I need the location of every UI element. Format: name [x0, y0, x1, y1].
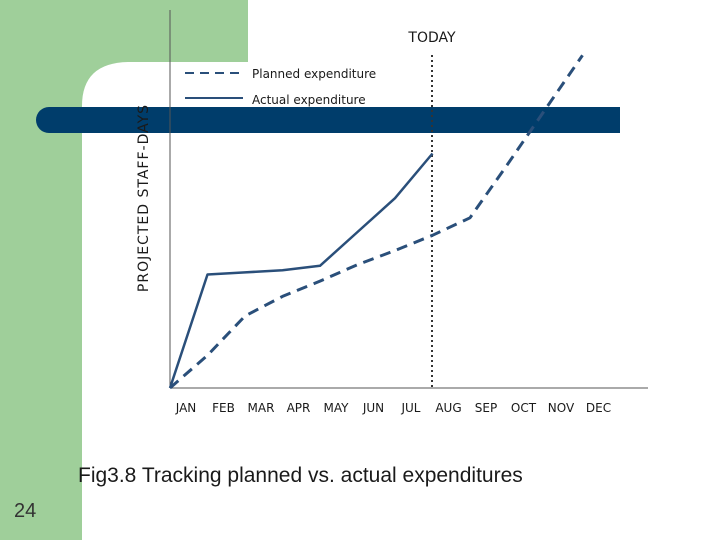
series-line-planned-expenditure	[169, 54, 584, 390]
x-tick-label-jan: JAN	[175, 401, 197, 415]
page-number: 24	[14, 500, 37, 522]
y-axis-label: PROJECTED STAFF-DAYS	[136, 104, 152, 292]
figure-caption: Fig3.8 Tracking planned vs. actual expen…	[78, 464, 523, 487]
x-tick-label-aug: AUG	[435, 401, 461, 415]
x-tick-label-nov: NOV	[548, 401, 575, 415]
green-side-panel	[0, 62, 248, 540]
x-tick-label-feb: FEB	[212, 401, 235, 415]
legend-planned-label: Planned expenditure	[252, 67, 376, 81]
today-label: TODAY	[407, 30, 456, 46]
navy-band-right	[600, 107, 620, 133]
x-tick-label-apr: APR	[287, 401, 311, 415]
x-tick-label-oct: OCT	[511, 401, 537, 415]
legend-actual-label: Actual expenditure	[252, 93, 366, 107]
x-tick-label-dec: DEC	[586, 401, 611, 415]
x-tick-label-sep: SEP	[475, 401, 497, 415]
series-line-actual-expenditure	[168, 152, 434, 389]
x-tick-labels: JAN FEB MAR APR MAY JUN JUL AUG SEP OCT NOV DEC	[175, 401, 611, 415]
legend: Planned expenditure Actual expenditure	[185, 67, 376, 107]
x-tick-label-jul: JUL	[400, 401, 420, 415]
x-tick-label-jun: JUN	[362, 401, 384, 415]
green-top-panel	[0, 0, 248, 62]
x-tick-label-may: MAY	[324, 401, 350, 415]
x-tick-label-mar: MAR	[248, 401, 275, 415]
navy-band	[36, 107, 620, 133]
